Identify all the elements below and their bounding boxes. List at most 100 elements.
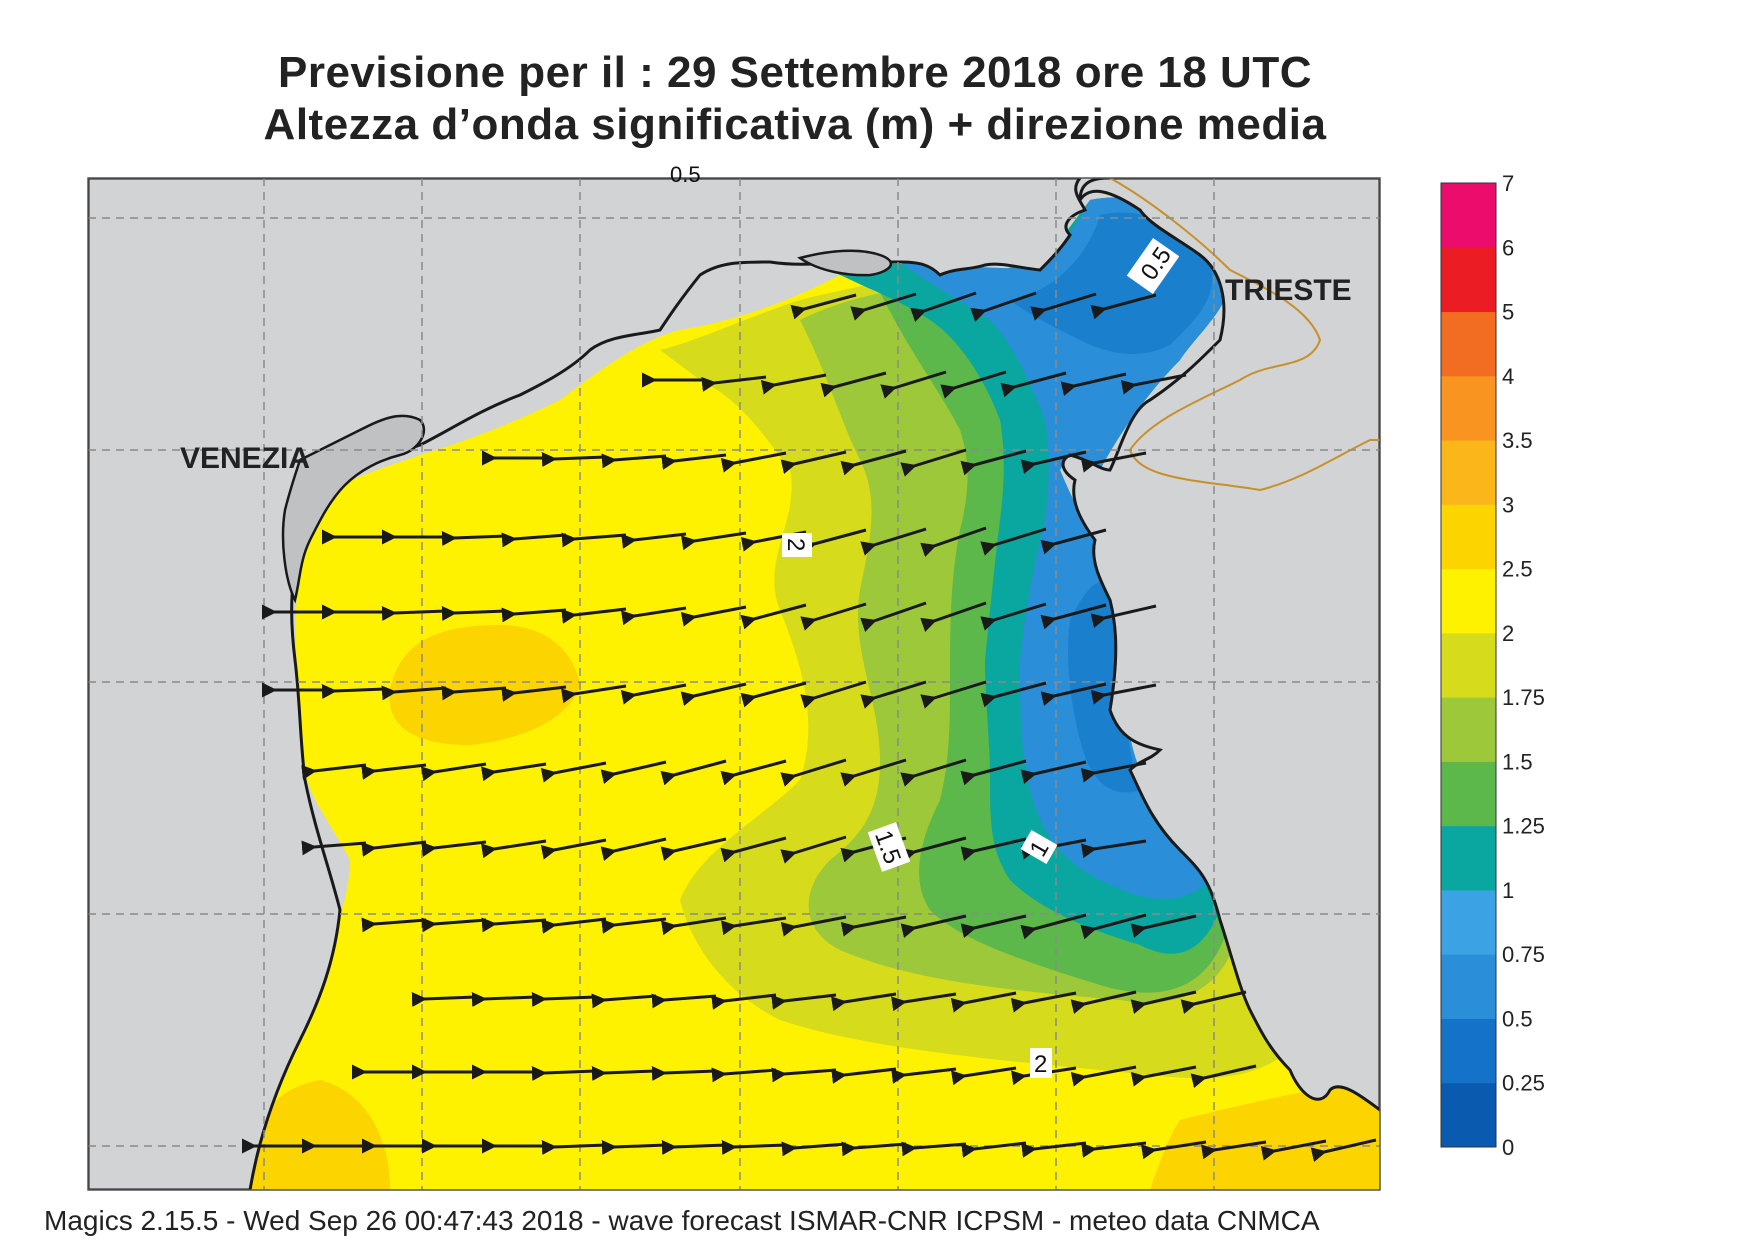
legend-tick-label: 2.5 xyxy=(1502,557,1533,582)
wave-arrow xyxy=(1060,372,1127,397)
wave-arrow xyxy=(800,528,867,555)
legend-tick-label: 2 xyxy=(1502,621,1514,646)
wave-arrow xyxy=(480,762,547,782)
wave-arrow xyxy=(720,451,787,473)
wave-arrow xyxy=(561,607,627,624)
wave-arrow xyxy=(591,1065,657,1081)
legend-tick-label: 1.5 xyxy=(1502,749,1533,774)
wave-arrow xyxy=(560,684,627,704)
legend-swatch xyxy=(1441,954,1496,1019)
wave-arrow xyxy=(561,532,627,548)
wave-arrow xyxy=(711,993,777,1010)
wave-arrow xyxy=(680,682,747,707)
wave-arrow xyxy=(970,291,1037,323)
wave-arrow xyxy=(840,915,907,937)
wave-arrow xyxy=(600,760,667,785)
place-label-venezia: VENEZIA xyxy=(180,442,310,475)
color-scale-legend: 0 0.25 0.5 0.75 1 1.25 1.5 1.75 2 2.5 3 3.5 4 5 6 7 xyxy=(1440,171,1545,1160)
wave-arrow xyxy=(950,1066,1017,1086)
venice-lagoon xyxy=(281,414,426,604)
wave-arrow xyxy=(800,680,867,709)
wave-arrow xyxy=(421,917,487,933)
wave-arrow xyxy=(860,680,927,709)
wave-arrow xyxy=(850,292,917,321)
wave-arrow xyxy=(1130,1065,1197,1087)
wave-arrow xyxy=(790,293,857,320)
legend-tick-label: 3.5 xyxy=(1502,428,1533,453)
wave-arrow xyxy=(480,839,547,859)
italy-land xyxy=(88,178,1088,1190)
wave-arrow xyxy=(1090,604,1157,629)
contour-label-2-lower: 2 xyxy=(1034,1051,1047,1078)
legend-swatch xyxy=(1441,311,1496,377)
wave-arrow xyxy=(420,762,487,782)
wave-arrow xyxy=(1070,1065,1137,1087)
legend-tick-label: 1.25 xyxy=(1502,814,1545,839)
wave-arrow xyxy=(321,683,387,699)
wave-arrow xyxy=(780,758,847,787)
map-frame xyxy=(87,177,1381,1191)
wave-arrow xyxy=(720,916,787,936)
wave-arrow xyxy=(1080,839,1147,859)
contour-fill-2p5-3 xyxy=(389,625,580,745)
wave-arrow xyxy=(830,992,897,1012)
wave-arrow xyxy=(841,1141,907,1157)
wave-arrow xyxy=(661,1139,727,1155)
wave-arrow xyxy=(980,602,1047,631)
contour-fill-2p5-3-left xyxy=(250,1080,390,1190)
legend-tick-label: 7 xyxy=(1502,171,1514,196)
wave-arrow xyxy=(540,838,607,860)
title-line-1: Previsione per il : 29 Settembre 2018 or… xyxy=(277,48,1312,97)
wave-arrow xyxy=(1081,1141,1147,1158)
contour-label-top-edge: 0.5 xyxy=(670,162,701,187)
wave-arrow xyxy=(301,763,367,780)
wave-arrow xyxy=(661,453,727,470)
wave-arrow xyxy=(920,601,987,633)
wave-arrow xyxy=(940,370,1007,399)
wave-arrow xyxy=(531,991,597,1007)
legend-swatch xyxy=(1441,632,1496,698)
wave-arrow xyxy=(1200,1140,1267,1160)
wave-arrow xyxy=(820,371,887,398)
contour-label-bg xyxy=(867,822,911,872)
wave-arrow xyxy=(361,840,427,857)
wave-arrow xyxy=(781,1141,847,1157)
wave-arrow xyxy=(361,763,427,780)
wave-arrow xyxy=(920,526,987,558)
wave-arrow xyxy=(1140,1140,1207,1160)
contour-fill-2p5-3-bottom xyxy=(1150,1080,1380,1190)
legend-swatch xyxy=(1441,247,1496,313)
wave-arrow xyxy=(381,685,447,701)
legend-tick-label: 0 xyxy=(1502,1135,1514,1160)
wave-arrow xyxy=(1260,1139,1327,1161)
contour-label-bg xyxy=(1030,1048,1052,1078)
wave-arrow xyxy=(540,761,607,783)
wave-arrow xyxy=(780,915,847,937)
wave-arrow xyxy=(1180,990,1247,1015)
wave-arrow xyxy=(501,685,567,702)
wave-arrow xyxy=(541,451,607,467)
wave-arrow xyxy=(1000,371,1067,398)
wave-arrow xyxy=(771,993,837,1010)
wave-arrow xyxy=(701,375,767,392)
wave-arrow xyxy=(780,450,847,475)
legend-swatch xyxy=(1441,440,1496,505)
wave-arrow xyxy=(840,758,907,787)
legend-tick-label: 1 xyxy=(1502,878,1514,903)
wave-arrow xyxy=(720,759,787,786)
legend-frame xyxy=(1440,182,1497,1148)
legend-swatch xyxy=(1441,568,1496,634)
contour-fill-0p75-1 xyxy=(900,197,1232,899)
contour-label-2-upper: 2 xyxy=(782,538,809,551)
legend-swatch xyxy=(1441,889,1496,955)
wave-arrow xyxy=(1080,451,1147,473)
legend-swatch xyxy=(1441,761,1496,827)
wave-arrow xyxy=(900,914,967,939)
wave-arrow xyxy=(601,917,667,934)
wave-arrow xyxy=(980,681,1047,708)
wave-arrow xyxy=(901,1141,967,1157)
wave-arrow xyxy=(1030,292,1097,321)
wave-arrow xyxy=(720,836,787,863)
wave-arrow xyxy=(541,1139,607,1155)
